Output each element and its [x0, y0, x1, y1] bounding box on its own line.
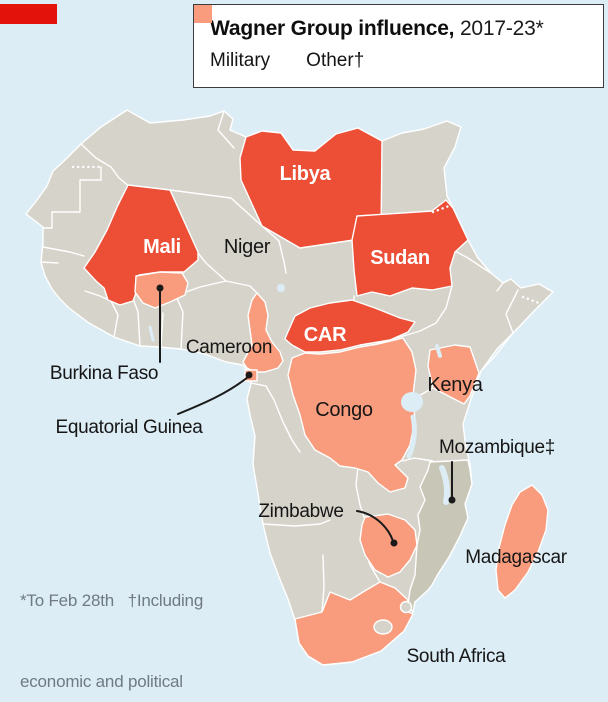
lake-malawi [439, 465, 450, 505]
country-mozambique [407, 459, 473, 613]
label-zimbabwe: Zimbabwe [258, 501, 343, 522]
border-zambia-west [355, 466, 365, 518]
title-box: Wagner Group influence, 2017-23* Militar… [193, 4, 604, 88]
border-togo-ghana [160, 312, 164, 348]
border-benin-nigeria [175, 295, 184, 350]
legend-swatch-other-icon [194, 5, 212, 23]
lakes [148, 284, 450, 505]
lake-victoria [401, 392, 423, 412]
label-burkina-faso: Burkina Faso [50, 363, 158, 384]
label-congo: Congo [315, 399, 373, 421]
lake-volta [148, 325, 155, 342]
leader-dot-equatorial-guinea [245, 371, 253, 379]
other-swatch-rect [194, 5, 212, 23]
lake-chad [277, 284, 285, 292]
label-mali: Mali [143, 236, 181, 258]
border-angola-namibia [262, 519, 331, 527]
country-kenya [427, 344, 480, 405]
legend-item-other: Other† [194, 5, 365, 72]
label-car: CAR [304, 324, 347, 346]
country-car [284, 299, 416, 353]
border-niger-chad [261, 225, 287, 274]
country-eswatini [399, 600, 413, 614]
lake-turkana [435, 344, 442, 358]
label-madagascar: Madagascar [465, 547, 568, 568]
label-equatorial-guinea: Equatorial Guinea [55, 417, 203, 438]
leader-dot-zimbabwe [390, 539, 398, 547]
border-djibouti [496, 282, 504, 292]
chart-title: Wagner Group influence, 2017-23* [210, 17, 603, 41]
title-main: Wagner Group influence, [210, 17, 455, 40]
country-libya [239, 127, 383, 249]
country-sudan [351, 199, 469, 297]
border-namibia-botswana [321, 554, 325, 613]
brand-red-tab [0, 4, 57, 24]
label-mozambique: Mozambique‡ [439, 437, 555, 458]
border-morocco-algeria [80, 143, 131, 188]
footnote-line: economic and political [20, 672, 183, 691]
legend: Military Other† [194, 5, 603, 72]
country-cameroon [242, 292, 284, 373]
label-sudan: Sudan [370, 247, 430, 269]
country-zimbabwe [359, 513, 418, 578]
country-mali [83, 184, 199, 306]
country-madagascar [495, 484, 549, 599]
country-congo-drc [287, 337, 417, 493]
label-south-africa: South Africa [407, 646, 507, 667]
legend-label-other: Other† [306, 50, 365, 71]
border-eritrea-ethiopia [452, 249, 492, 274]
legend-label-military: Military [210, 50, 271, 71]
lake-tanganyika [406, 414, 417, 459]
label-libya: Libya [280, 163, 332, 185]
leader-dot-mozambique [448, 496, 456, 504]
border-gabon-congo [250, 382, 301, 453]
footnotes: *To Feb 28th †Including economic and pol… [20, 533, 253, 702]
border-somaliland-dotted [521, 295, 541, 305]
border-cote-divoire-liberia [110, 300, 119, 338]
footnote-line: *To Feb 28th †Including [20, 591, 204, 610]
border-tanzania-south [402, 457, 434, 462]
leader-lines [156, 284, 456, 547]
title-period: 2017-23* [454, 17, 544, 40]
legend-item-military: Military [194, 5, 271, 72]
border-senegal [40, 246, 85, 264]
country-lesotho [373, 619, 393, 635]
border-tunisia [217, 110, 235, 149]
map-labels: Libya Mali Niger Sudan CAR Cameroon Burk… [50, 163, 568, 667]
leader-dot-burkina-faso [156, 284, 164, 292]
border-ghana-cote-divoire [133, 300, 141, 347]
border-ethiopia-somalia [480, 289, 519, 372]
border-algeria-niger [169, 189, 263, 227]
border-halaib-dotted [431, 204, 451, 214]
leader-equatorial-guinea [177, 376, 249, 415]
label-niger: Niger [224, 236, 271, 258]
highlighted-countries [83, 127, 549, 666]
border-western-sahara-mauritania [42, 166, 102, 229]
label-cameroon: Cameroon [186, 337, 272, 358]
label-kenya: Kenya [427, 374, 483, 396]
leader-zimbabwe [356, 510, 394, 542]
